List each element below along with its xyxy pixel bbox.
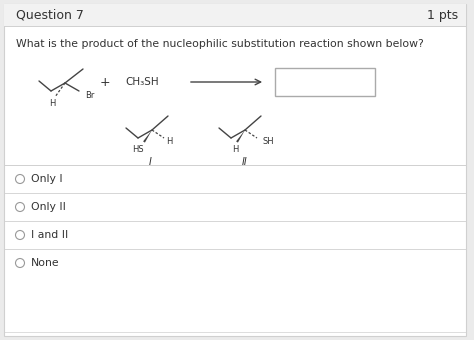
Text: I: I	[148, 157, 151, 167]
FancyBboxPatch shape	[4, 4, 466, 336]
Text: Question 7: Question 7	[16, 8, 84, 21]
FancyBboxPatch shape	[4, 4, 466, 26]
Polygon shape	[143, 130, 152, 142]
Text: 1 pts: 1 pts	[427, 8, 458, 21]
Text: Only I: Only I	[31, 174, 63, 184]
Text: I and II: I and II	[31, 230, 68, 240]
Text: HS: HS	[132, 146, 144, 154]
Text: II: II	[242, 157, 248, 167]
Text: H: H	[49, 99, 55, 107]
Text: Only II: Only II	[31, 202, 66, 212]
Text: CH₃SH: CH₃SH	[125, 77, 159, 87]
Text: H: H	[166, 137, 172, 147]
Text: Br: Br	[85, 90, 94, 100]
Text: +: +	[100, 76, 110, 89]
Text: SH: SH	[263, 137, 274, 147]
Text: H: H	[232, 146, 238, 154]
Polygon shape	[236, 130, 245, 142]
FancyBboxPatch shape	[275, 68, 375, 96]
Text: None: None	[31, 258, 60, 268]
Text: What is the product of the nucleophilic substitution reaction shown below?: What is the product of the nucleophilic …	[16, 39, 424, 49]
